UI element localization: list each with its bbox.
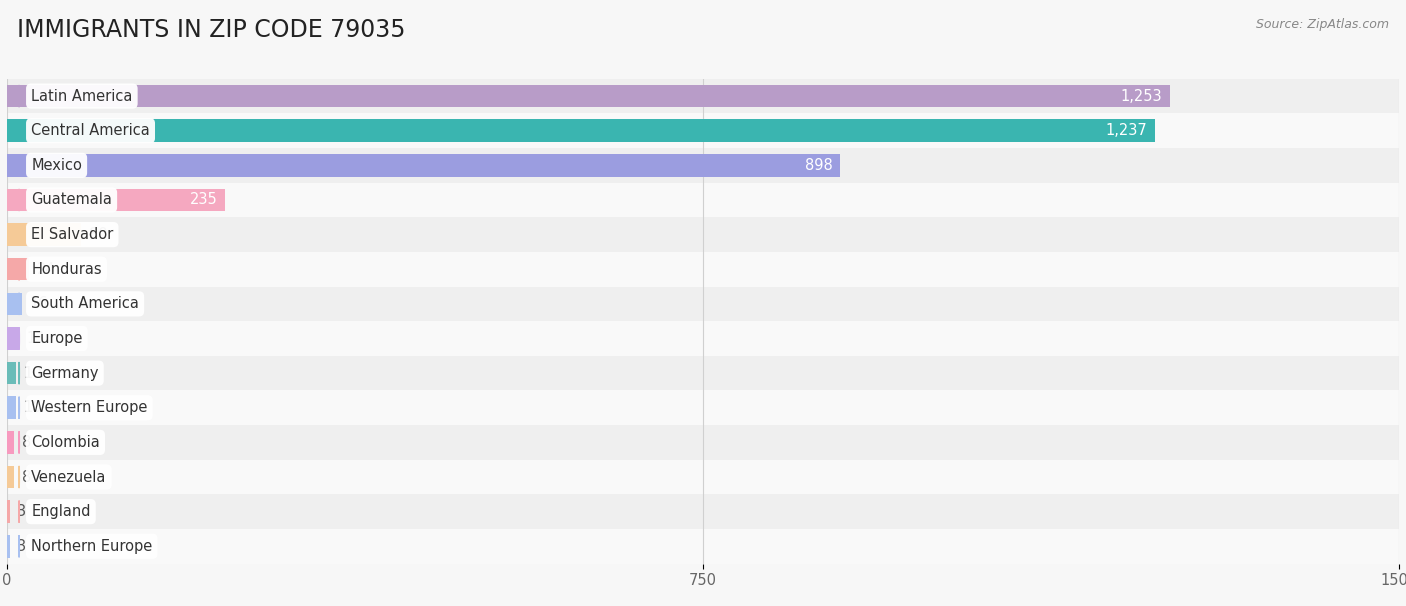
Text: 8: 8 — [22, 435, 31, 450]
Text: England: England — [31, 504, 90, 519]
Bar — [7, 287, 1399, 321]
Text: Europe: Europe — [31, 331, 83, 346]
Text: 80: 80 — [89, 227, 107, 242]
Text: Venezuela: Venezuela — [31, 470, 107, 485]
Text: 1,253: 1,253 — [1121, 88, 1163, 104]
Bar — [7, 218, 1399, 252]
Text: South America: South America — [31, 296, 139, 311]
Text: 3: 3 — [17, 504, 27, 519]
Bar — [7, 293, 22, 315]
Bar — [7, 224, 82, 246]
Bar — [7, 252, 1399, 287]
Bar — [7, 460, 1399, 494]
Text: 235: 235 — [190, 193, 218, 207]
Text: Western Europe: Western Europe — [31, 400, 148, 415]
Bar — [7, 396, 17, 419]
Bar — [7, 148, 1399, 182]
Text: Honduras: Honduras — [31, 262, 101, 277]
Bar — [7, 154, 841, 176]
Text: 1,237: 1,237 — [1105, 123, 1147, 138]
Bar — [7, 431, 14, 454]
Bar — [7, 356, 1399, 390]
Text: Guatemala: Guatemala — [31, 193, 112, 207]
Bar — [7, 327, 20, 350]
Text: Northern Europe: Northern Europe — [31, 539, 152, 554]
Text: IMMIGRANTS IN ZIP CODE 79035: IMMIGRANTS IN ZIP CODE 79035 — [17, 18, 405, 42]
Text: Central America: Central America — [31, 123, 150, 138]
Text: 10: 10 — [24, 400, 42, 415]
Text: 16: 16 — [30, 296, 48, 311]
Text: 13: 13 — [27, 331, 45, 346]
Bar — [7, 321, 1399, 356]
Bar — [7, 501, 10, 523]
Text: 10: 10 — [24, 365, 42, 381]
Text: 3: 3 — [17, 539, 27, 554]
Text: Colombia: Colombia — [31, 435, 100, 450]
Bar — [7, 188, 225, 211]
Bar — [7, 362, 17, 384]
Text: Mexico: Mexico — [31, 158, 82, 173]
Text: 898: 898 — [806, 158, 832, 173]
Bar — [7, 494, 1399, 529]
Bar — [7, 113, 1399, 148]
Bar — [7, 258, 30, 281]
Bar — [7, 390, 1399, 425]
Bar — [7, 119, 1154, 142]
Bar — [7, 466, 14, 488]
Bar — [7, 535, 10, 558]
Bar — [7, 85, 1170, 107]
Text: Source: ZipAtlas.com: Source: ZipAtlas.com — [1256, 18, 1389, 31]
Bar — [7, 529, 1399, 564]
Bar — [7, 79, 1399, 113]
Text: El Salvador: El Salvador — [31, 227, 114, 242]
Text: Latin America: Latin America — [31, 88, 132, 104]
Bar — [7, 425, 1399, 460]
Bar — [7, 182, 1399, 218]
Text: 24: 24 — [37, 262, 55, 277]
Text: Germany: Germany — [31, 365, 98, 381]
Text: 8: 8 — [22, 470, 31, 485]
